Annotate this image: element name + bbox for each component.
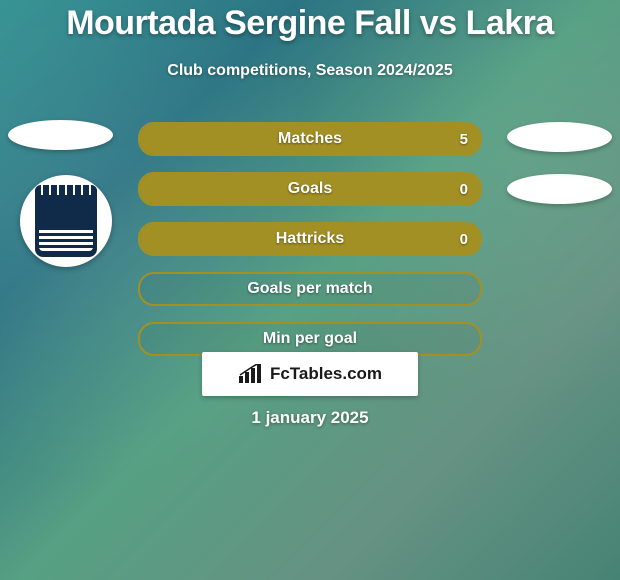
bar-chart-icon <box>238 364 264 384</box>
stat-bar-value: 0 <box>460 224 468 254</box>
flag-right <box>507 122 612 152</box>
club-badge-left <box>20 175 112 267</box>
page-title: Mourtada Sergine Fall vs Lakra <box>0 4 620 43</box>
stat-bar: Hattricks0 <box>138 222 482 256</box>
brand-text: FcTables.com <box>270 364 382 384</box>
subtitle: Club competitions, Season 2024/2025 <box>0 62 620 80</box>
stat-bar: Goals0 <box>138 172 482 206</box>
stat-bar-label: Matches <box>140 124 480 154</box>
flag-right-2 <box>507 174 612 204</box>
date-text: 1 january 2025 <box>0 408 620 428</box>
brand-badge: FcTables.com <box>202 352 418 396</box>
stat-bar-label: Goals <box>140 174 480 204</box>
flag-left <box>8 120 113 150</box>
stat-bar: Matches5 <box>138 122 482 156</box>
stat-bar-value: 0 <box>460 174 468 204</box>
stat-bar-value: 5 <box>460 124 468 154</box>
stat-bar-label: Hattricks <box>140 224 480 254</box>
comparison-infographic: { "title": "Mourtada Sergine Fall vs Lak… <box>0 0 620 580</box>
stat-bar: Min per goal <box>138 322 482 356</box>
stat-bar-label: Goals per match <box>140 274 480 304</box>
stat-bars: Matches5Goals0Hattricks0Goals per matchM… <box>138 122 482 372</box>
stat-bar: Goals per match <box>138 272 482 306</box>
mumbai-city-badge-icon <box>35 185 97 257</box>
stat-bar-label: Min per goal <box>140 324 480 354</box>
